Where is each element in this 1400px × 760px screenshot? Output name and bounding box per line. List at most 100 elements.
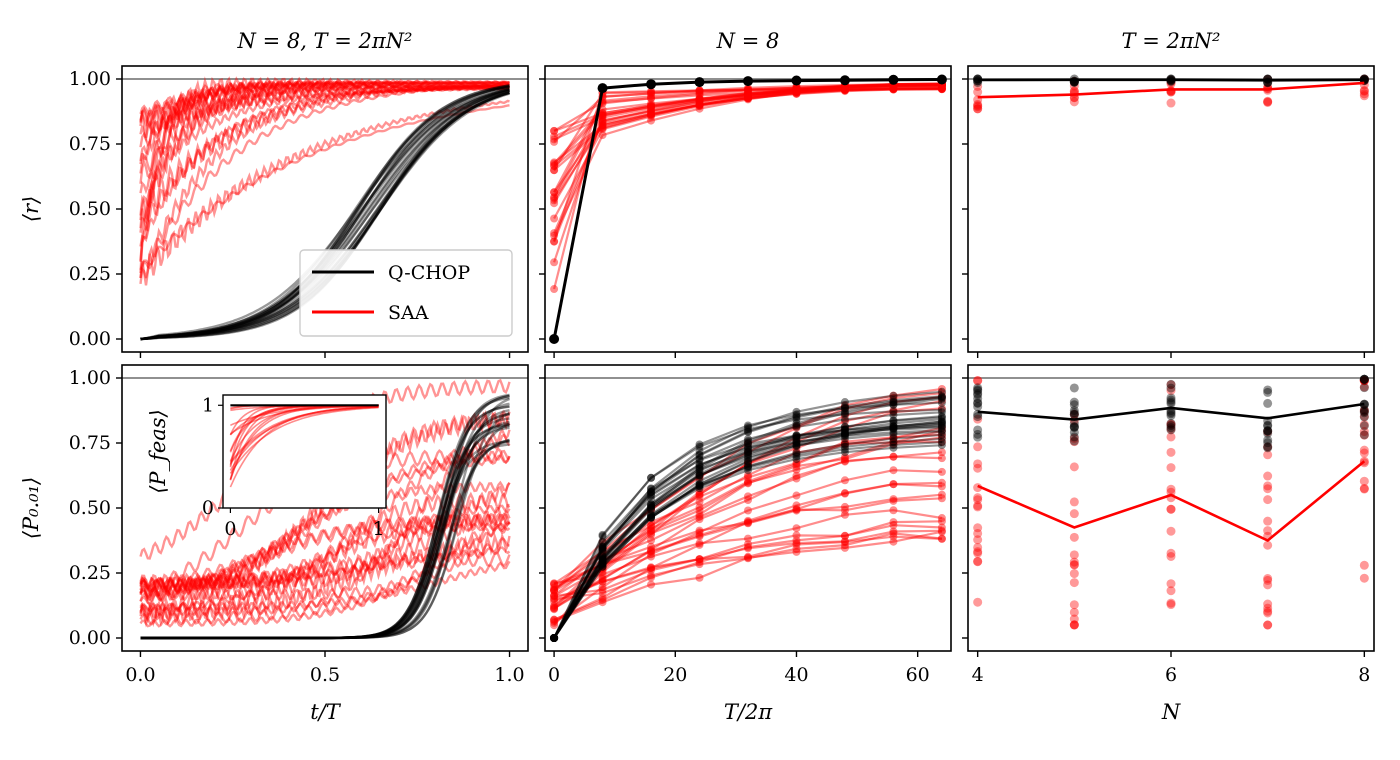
qchop-point bbox=[889, 416, 898, 425]
saa-point bbox=[792, 85, 801, 94]
saa-point bbox=[647, 101, 656, 110]
saa-point bbox=[598, 564, 607, 573]
qchop-point bbox=[937, 392, 946, 401]
saa-point bbox=[647, 529, 656, 538]
saa-instance-line bbox=[553, 87, 942, 138]
saa-point bbox=[1069, 569, 1079, 579]
qchop-point bbox=[888, 74, 899, 85]
saa-point bbox=[937, 404, 946, 413]
qchop-instance-line bbox=[140, 396, 510, 640]
saa-point bbox=[647, 107, 656, 116]
saa-point bbox=[647, 542, 656, 551]
saa-point bbox=[1359, 376, 1369, 386]
saa-point bbox=[889, 521, 898, 530]
saa-point bbox=[550, 194, 559, 203]
x-tick-label: 0 bbox=[548, 664, 560, 686]
qchop-instance-line bbox=[553, 418, 942, 639]
saa-instance-line bbox=[139, 84, 510, 285]
qchop-instance-line bbox=[553, 433, 942, 639]
qchop-point bbox=[1263, 443, 1273, 453]
qchop-point bbox=[598, 544, 607, 553]
saa-point bbox=[695, 87, 704, 96]
y-axis-label: ⟨P₀.₀₁⟩ bbox=[19, 477, 43, 539]
saa-point bbox=[1166, 98, 1176, 108]
saa-point bbox=[973, 463, 983, 473]
saa-point bbox=[744, 89, 752, 98]
saa-point bbox=[792, 544, 801, 553]
saa-point bbox=[937, 482, 946, 491]
qchop-point bbox=[647, 473, 656, 482]
qchop-point bbox=[792, 431, 801, 440]
qchop-instance-line bbox=[140, 393, 510, 640]
saa-point bbox=[840, 510, 849, 519]
y-tick-label: 0.25 bbox=[69, 562, 111, 584]
saa-point bbox=[1166, 504, 1176, 514]
saa-point bbox=[550, 137, 559, 146]
qchop-instance-line bbox=[140, 405, 510, 640]
saa-point bbox=[744, 92, 752, 101]
qchop-point bbox=[743, 76, 753, 87]
legend-saa-label: SAA bbox=[388, 302, 429, 324]
qchop-point bbox=[694, 77, 705, 88]
saa-point bbox=[598, 559, 607, 568]
qchop-point bbox=[937, 393, 946, 402]
qchop-point bbox=[1069, 423, 1079, 433]
saa-point bbox=[550, 161, 559, 170]
qchop-instance-line bbox=[553, 415, 942, 639]
qchop-point bbox=[598, 561, 607, 570]
qchop-point bbox=[695, 481, 704, 490]
qchop-point bbox=[840, 398, 849, 407]
saa-point bbox=[695, 472, 704, 481]
qchop-point bbox=[937, 412, 946, 421]
qchop-point bbox=[598, 543, 607, 552]
qchop-point bbox=[1069, 400, 1079, 410]
saa-point bbox=[744, 86, 752, 95]
saa-point bbox=[550, 132, 559, 141]
saa-point bbox=[937, 84, 946, 93]
saa-point bbox=[744, 90, 752, 99]
saa-point bbox=[840, 543, 849, 552]
saa-point bbox=[1069, 509, 1079, 519]
qchop-point bbox=[550, 634, 559, 642]
qchop-point bbox=[647, 491, 656, 500]
qchop-point bbox=[937, 392, 946, 401]
qchop-point bbox=[744, 449, 752, 458]
saa-point bbox=[598, 585, 607, 594]
qchop-point bbox=[1359, 374, 1369, 384]
saa-instance-line bbox=[553, 493, 942, 586]
saa-point bbox=[1069, 620, 1079, 630]
saa-point bbox=[695, 473, 704, 482]
qchop-point bbox=[598, 532, 607, 541]
qchop-point bbox=[937, 408, 946, 417]
qchop-point bbox=[792, 431, 801, 440]
saa-point bbox=[937, 85, 946, 94]
saa-point bbox=[598, 111, 607, 120]
saa-point bbox=[889, 537, 898, 546]
x-tick-label: 20 bbox=[663, 664, 687, 686]
qchop-point bbox=[598, 562, 607, 571]
saa-point bbox=[889, 85, 898, 94]
qchop-point bbox=[550, 634, 559, 642]
qchop-point bbox=[1069, 397, 1079, 407]
qchop-point bbox=[1069, 408, 1079, 418]
qchop-point bbox=[1359, 374, 1369, 384]
saa-point bbox=[695, 91, 704, 100]
saa-point bbox=[1069, 497, 1079, 507]
saa-point bbox=[889, 518, 898, 527]
qchop-point bbox=[1166, 379, 1176, 389]
qchop-point bbox=[550, 634, 559, 642]
saa-point bbox=[973, 535, 983, 545]
inset-saa-line bbox=[230, 405, 379, 427]
saa-instance-line bbox=[553, 529, 942, 600]
qchop-point bbox=[792, 413, 801, 422]
plot-area-bottom-right bbox=[973, 374, 1369, 630]
saa-point bbox=[1359, 427, 1369, 437]
saa-point bbox=[744, 459, 752, 468]
saa-point bbox=[889, 452, 898, 461]
qchop-instance-line bbox=[140, 394, 510, 640]
qchop-point bbox=[1359, 406, 1369, 416]
saa-point bbox=[598, 109, 607, 118]
saa-point bbox=[1166, 551, 1176, 561]
qchop-point bbox=[973, 394, 983, 404]
qchop-point bbox=[1166, 407, 1176, 417]
